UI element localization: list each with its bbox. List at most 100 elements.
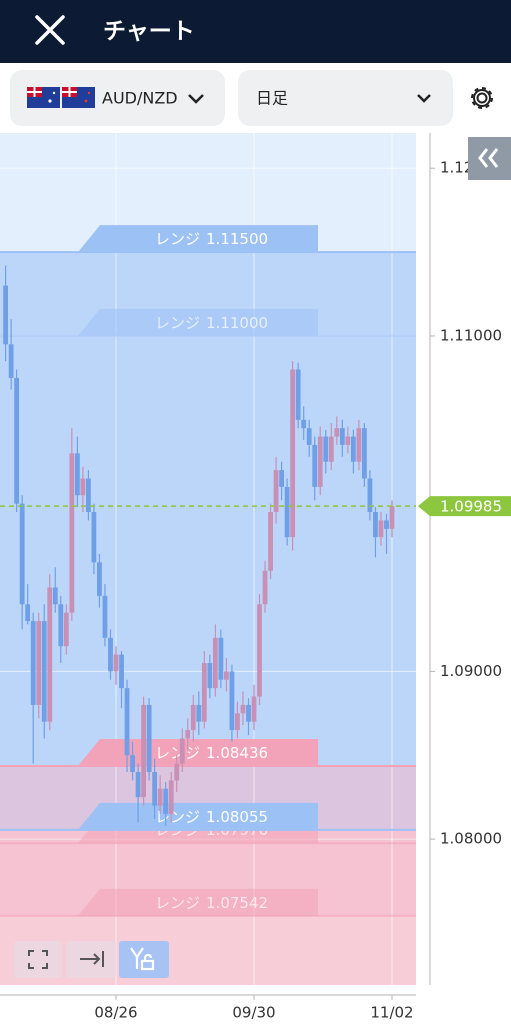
range-price: 1.07542 (206, 893, 268, 911)
range-tag (78, 308, 318, 336)
candle-body (102, 595, 108, 638)
range-text: レンジ (155, 313, 200, 331)
candle-body (384, 520, 389, 529)
candle-body (69, 453, 75, 613)
range-text: レンジ (155, 743, 200, 761)
candle-body (41, 621, 47, 722)
range-label: レンジ 1.07542 (155, 893, 268, 911)
candle-body (30, 621, 36, 705)
candle-body (218, 637, 224, 680)
header-bar (0, 0, 511, 63)
range-price: 1.11500 (206, 230, 268, 248)
candle-body (86, 478, 91, 513)
range-price: 1.11000 (206, 313, 268, 331)
candle-body (8, 344, 14, 378)
collapse-icon (478, 148, 499, 168)
timeframe-selector[interactable] (238, 70, 453, 126)
candle-body (339, 428, 345, 445)
range-text: レンジ (155, 230, 200, 248)
x-axis-panel (0, 985, 511, 1024)
candle-body (207, 662, 213, 689)
candle-body (240, 704, 246, 714)
candle-body (108, 637, 113, 672)
candle-body (80, 478, 86, 496)
candle-body (362, 428, 367, 479)
candle-body (47, 587, 53, 722)
candle-body (58, 604, 64, 647)
candle-body (295, 369, 301, 420)
candle-body (268, 512, 273, 571)
candle-body (290, 369, 296, 538)
candle-body (367, 478, 373, 513)
candle-body (224, 671, 229, 680)
range-label: レンジ 1.11500 (155, 230, 268, 248)
candle-body (373, 512, 378, 538)
range-tag (78, 738, 318, 766)
candle-body (246, 704, 251, 722)
y-tick-label: 1.11000 (440, 326, 502, 344)
candle-body (196, 704, 202, 722)
candle-body (334, 428, 340, 437)
candle-body (301, 419, 307, 429)
candle-body (74, 453, 80, 496)
candle-body (168, 780, 174, 814)
range-price: 1.08055 (206, 807, 268, 825)
zone-bottom (0, 915, 416, 985)
candle-body (328, 436, 334, 462)
current-price-tag (418, 496, 511, 517)
chevron (417, 94, 431, 103)
candle-body (235, 713, 240, 731)
candle-body (251, 696, 257, 722)
range-tag (78, 225, 318, 253)
candle-body (323, 436, 329, 462)
candle-body (350, 436, 356, 462)
candle-body (356, 428, 362, 462)
close-button[interactable] (35, 15, 65, 45)
x-tick-label: 11/02 (370, 1004, 413, 1022)
range-text: レンジ (155, 807, 200, 825)
chevron (188, 94, 204, 104)
candle-body (185, 730, 191, 739)
candle-body (163, 788, 169, 814)
range-label: レンジ 1.11000 (155, 313, 268, 331)
timeframe-label: 日足 (256, 89, 288, 108)
candle-body (279, 470, 284, 487)
candle-body (306, 428, 312, 445)
scale-lock-icon (130, 947, 155, 971)
candle-body (190, 704, 196, 731)
candle-body (317, 436, 323, 487)
candle-body (262, 570, 268, 605)
candle-body (152, 772, 158, 806)
candle-body (91, 512, 97, 563)
candle-body (146, 704, 152, 772)
candle-body (52, 587, 58, 605)
candle-body (63, 612, 69, 647)
candle-body (212, 637, 218, 689)
x-tick-label: 09/30 (232, 1004, 275, 1022)
y-tick-label: 1.08000 (440, 830, 502, 848)
candle-body (19, 503, 25, 605)
candle-body (124, 688, 130, 756)
candle-body (345, 436, 351, 445)
header-title: チャート (103, 19, 195, 45)
flag-aud (27, 87, 60, 108)
candle-body (141, 704, 146, 798)
scroll-end-icon (80, 951, 104, 967)
fullscreen-button[interactable] (14, 941, 62, 978)
candle-body (14, 377, 20, 504)
candle-body (97, 562, 102, 596)
candle-body (113, 654, 119, 672)
candle-body (284, 486, 290, 538)
y-tick-label: 1.09000 (440, 662, 502, 680)
candle-body (389, 506, 395, 529)
candle-body (201, 662, 207, 722)
candle-body (36, 621, 42, 705)
pair-selector[interactable] (10, 70, 225, 126)
candle-body (378, 520, 384, 538)
settings-button[interactable] (471, 87, 493, 109)
plot: レンジ1.11500レンジ1.11000レンジ1.08436レンジ1.07976… (0, 133, 416, 985)
range-tag (78, 888, 318, 916)
candle-body (179, 738, 185, 764)
